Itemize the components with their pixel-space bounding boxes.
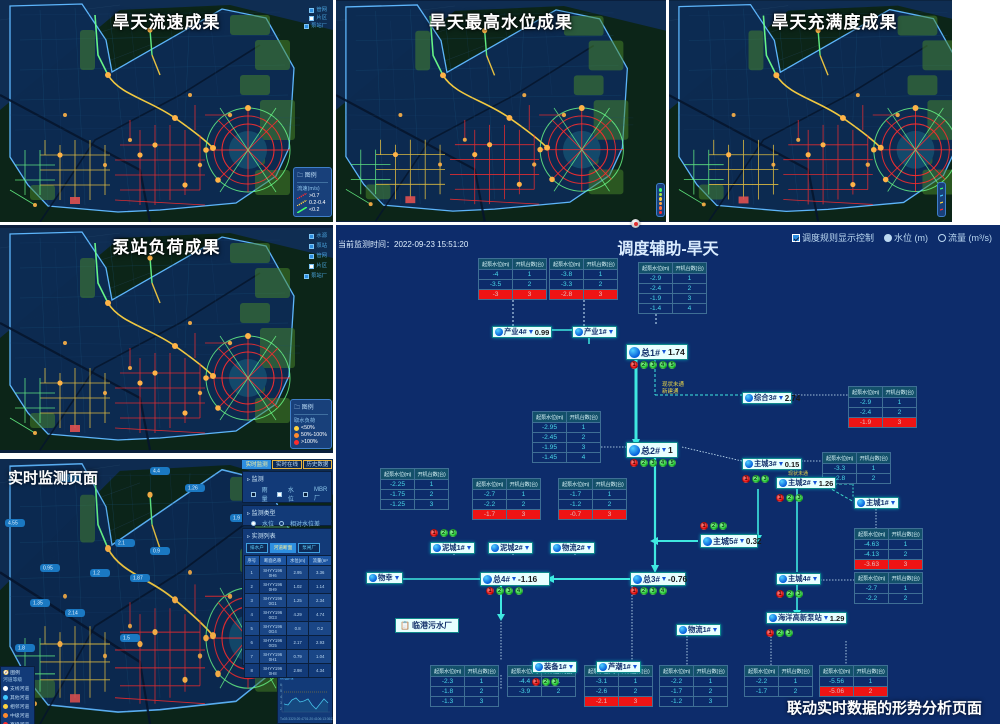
svg-text:1.26: 1.26 xyxy=(188,486,198,492)
svg-text:1.5: 1.5 xyxy=(123,636,130,642)
svg-text:1.87: 1.87 xyxy=(133,576,143,582)
svg-text:2.14: 2.14 xyxy=(68,611,78,617)
svg-text:0.9: 0.9 xyxy=(153,549,160,555)
svg-text:4.4: 4.4 xyxy=(153,469,160,475)
svg-text:0.95: 0.95 xyxy=(43,566,53,572)
svg-text:1.8: 1.8 xyxy=(18,646,25,652)
svg-text:新建通: 新建通 xyxy=(662,387,679,395)
svg-text:现状未通: 现状未通 xyxy=(788,470,808,477)
svg-text:现状未通: 现状未通 xyxy=(662,380,685,388)
svg-text:2.1: 2.1 xyxy=(118,541,125,547)
svg-text:1.2: 1.2 xyxy=(93,571,100,577)
svg-text:4.55: 4.55 xyxy=(8,521,18,527)
svg-text:1.35: 1.35 xyxy=(33,601,43,607)
svg-text:1.9: 1.9 xyxy=(233,516,240,522)
